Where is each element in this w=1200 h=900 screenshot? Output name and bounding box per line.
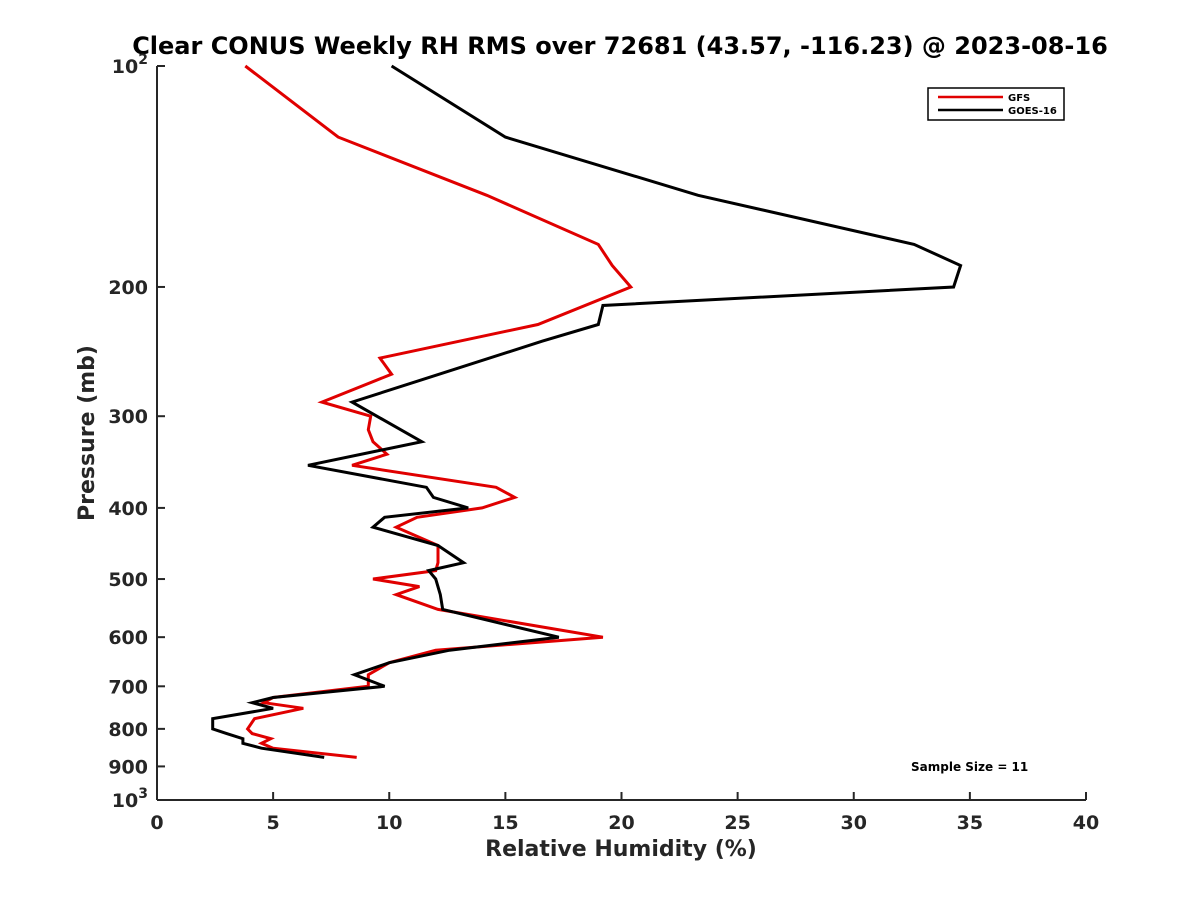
y-tick-label: 400 xyxy=(108,498,148,520)
x-ticks: 0 5 10 15 20 25 30 35 40 xyxy=(150,792,1099,834)
plot-lines xyxy=(211,64,963,759)
x-tick-label: 5 xyxy=(267,812,280,834)
chart-title: Clear CONUS Weekly RH RMS over 72681 (43… xyxy=(132,32,1108,60)
legend-box xyxy=(927,87,1065,121)
y-tick-label: 900 xyxy=(108,756,148,778)
x-tick-label: 10 xyxy=(376,812,402,834)
x-tick-label: 20 xyxy=(608,812,634,834)
y-tick-label: 600 xyxy=(108,627,148,649)
series-line-gfs xyxy=(244,64,634,759)
y-tick-label: 103 xyxy=(112,786,148,812)
legend: GFS GOES-16 xyxy=(927,87,1065,121)
x-tick-label: 15 xyxy=(492,812,518,834)
x-tick-label: 0 xyxy=(150,812,163,834)
y-tick-label: 500 xyxy=(108,569,148,591)
y-tick-label: 700 xyxy=(108,676,148,698)
y-tick-label: 200 xyxy=(108,277,148,299)
legend-label-gfs: GFS xyxy=(1008,93,1030,104)
y-tick-label: 102 xyxy=(112,52,148,78)
x-tick-label: 35 xyxy=(957,812,983,834)
legend-label-goes-16: GOES-16 xyxy=(1008,106,1057,117)
x-tick-label: 40 xyxy=(1073,812,1099,834)
y-tick-label: 800 xyxy=(108,719,148,741)
y-ticks: 102 200 300 400 500 600 700 800 900 103 xyxy=(108,52,165,812)
sample-size-annotation: Sample Size = 11 xyxy=(911,760,1028,774)
y-tick-label: 300 xyxy=(108,406,148,428)
series-line-goes-16 xyxy=(211,64,963,759)
x-tick-label: 30 xyxy=(841,812,867,834)
y-axis-label: Pressure (mb) xyxy=(75,345,100,521)
x-tick-label: 25 xyxy=(724,812,750,834)
x-axis-label: Relative Humidity (%) xyxy=(485,837,757,862)
